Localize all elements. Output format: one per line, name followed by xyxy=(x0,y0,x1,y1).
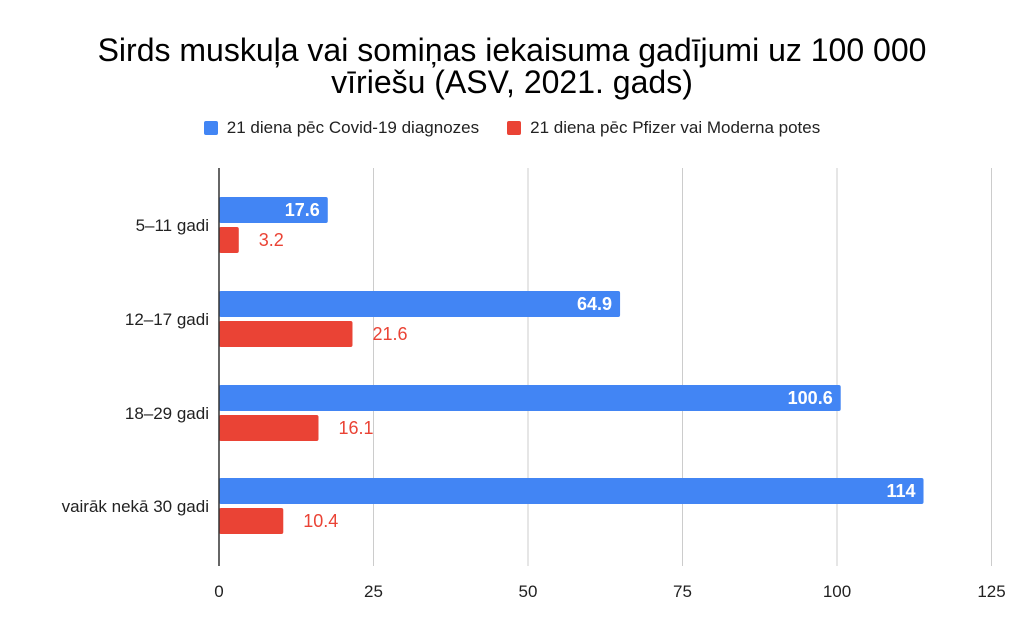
category-label: 18–29 gadi xyxy=(125,404,209,423)
data-label-covid: 100.6 xyxy=(788,388,833,408)
legend-label-vaccine: 21 diena pēc Pfizer vai Moderna potes xyxy=(530,118,821,137)
legend-swatch-vaccine xyxy=(507,121,522,135)
x-tick-label: 100 xyxy=(823,582,851,601)
data-label-vaccine: 16.1 xyxy=(338,418,373,438)
legend: 21 diena pēc Covid-19 diagnozes 21 diena… xyxy=(0,118,1024,138)
category-label: vairāk nekā 30 gadi xyxy=(62,497,209,516)
x-tick-label: 125 xyxy=(977,582,1005,601)
x-tick-label: 75 xyxy=(673,582,692,601)
x-tick-label: 0 xyxy=(214,582,223,601)
chart-title-line-2: vīriešu (ASV, 2021. gads) xyxy=(331,64,693,100)
data-label-covid: 114 xyxy=(886,481,915,501)
bar-vaccine xyxy=(219,415,319,441)
legend-entry-vaccine: 21 diena pēc Pfizer vai Moderna potes xyxy=(507,118,820,138)
legend-swatch-covid xyxy=(203,121,218,135)
data-label-covid: 64.9 xyxy=(577,294,612,314)
chart-title: Sirds muskuļa vai somiņas iekaisuma gadī… xyxy=(97,32,927,68)
data-label-vaccine: 21.6 xyxy=(372,324,407,344)
x-tick-label: 50 xyxy=(519,582,538,601)
bar-vaccine xyxy=(219,227,239,253)
bar-covid xyxy=(219,291,621,317)
legend-entry-covid: 21 diena pēc Covid-19 diagnozes xyxy=(203,118,480,138)
data-label-covid: 17.6 xyxy=(285,200,320,220)
bar-vaccine xyxy=(219,508,284,534)
data-label-vaccine: 3.2 xyxy=(259,230,284,250)
legend-label-covid: 21 diena pēc Covid-19 diagnozes xyxy=(226,118,480,137)
bar-covid xyxy=(219,478,924,504)
x-tick-label: 25 xyxy=(364,582,383,601)
bar-covid xyxy=(219,385,841,411)
bar-covid xyxy=(219,197,328,223)
bar-vaccine xyxy=(219,321,353,347)
data-label-vaccine: 10.4 xyxy=(303,511,338,531)
category-label: 5–11 gadi xyxy=(136,216,209,235)
category-label: 12–17 gadi xyxy=(125,310,209,329)
